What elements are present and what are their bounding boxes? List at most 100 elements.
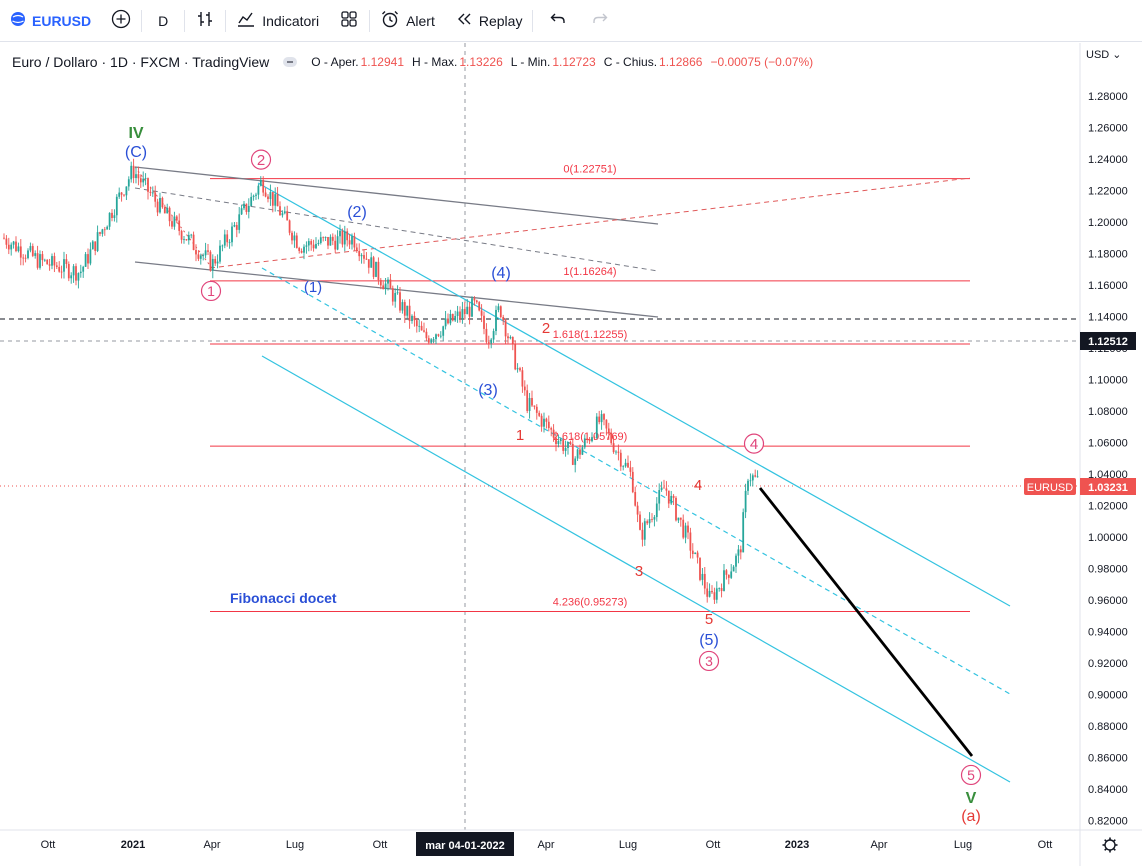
candle-body <box>339 230 341 237</box>
candle-body <box>502 317 505 321</box>
candle-body <box>283 211 286 214</box>
candle-body <box>382 285 385 290</box>
candle-body <box>670 495 673 504</box>
time-tick-label: 2023 <box>785 839 809 851</box>
wave-label: (2) <box>347 204 367 221</box>
candle-body <box>653 517 656 520</box>
candle-body <box>31 246 34 256</box>
candle-body <box>173 216 176 227</box>
price-tick-label: 1.26000 <box>1088 123 1128 135</box>
candle-body <box>533 405 536 407</box>
low-value: 1.12723 <box>552 55 596 69</box>
symbol-search-button[interactable]: EURUSD <box>0 0 101 42</box>
candle-body <box>519 368 521 371</box>
candle-body <box>682 519 685 538</box>
candle-body <box>514 343 517 370</box>
candle-body <box>149 191 152 193</box>
wave-label: 5 <box>705 611 713 628</box>
candle-body <box>406 305 409 316</box>
wave-label: (5) <box>699 632 719 649</box>
candle-body <box>211 258 214 271</box>
currency-selector[interactable]: USD ⌄ <box>1086 48 1122 61</box>
candle-body <box>238 214 241 230</box>
price-tick-label: 0.96000 <box>1088 595 1128 607</box>
candle-body <box>190 234 193 236</box>
candle-body <box>660 487 663 491</box>
candle-body <box>471 298 473 317</box>
candle-body <box>444 318 447 327</box>
candle-body <box>749 480 752 482</box>
candle-body <box>363 255 365 259</box>
candle-body <box>516 368 519 370</box>
candle-body <box>552 429 555 438</box>
candle-body <box>600 414 603 423</box>
candle-body <box>303 246 305 253</box>
candle-body <box>219 245 221 262</box>
candle-body <box>341 230 344 245</box>
rewind-icon <box>455 10 473 31</box>
candle-body <box>286 211 289 221</box>
price-tick-label: 1.24000 <box>1088 154 1128 166</box>
indicators-button[interactable]: Indicatori <box>226 0 329 42</box>
layout-button[interactable] <box>329 0 369 42</box>
candle-body <box>451 314 454 321</box>
last-price-box <box>1080 478 1136 495</box>
undo-button[interactable] <box>533 0 583 42</box>
candle-body <box>699 557 701 580</box>
compare-button[interactable] <box>101 0 141 42</box>
candle-body <box>298 247 301 251</box>
collapse-legend-icon[interactable] <box>283 57 298 67</box>
candle-body <box>154 192 157 202</box>
candle-body <box>540 415 543 427</box>
interval-button[interactable]: D <box>142 0 184 42</box>
redo-button[interactable] <box>583 0 617 42</box>
settings-gear-icon[interactable] <box>1102 837 1118 853</box>
candle-body <box>607 428 610 433</box>
candle-body <box>5 238 8 245</box>
candle-body <box>12 241 15 245</box>
candle-body <box>159 197 161 213</box>
high-value: 1.13226 <box>459 55 503 69</box>
chart-type-button[interactable] <box>185 0 225 42</box>
lower-trendline <box>134 261 659 318</box>
candle-body <box>504 320 507 337</box>
candle-body <box>343 231 346 245</box>
candle-body <box>466 306 469 315</box>
candle-body <box>591 437 593 442</box>
alarm-clock-icon <box>380 9 400 32</box>
candle-body <box>293 235 296 241</box>
alert-button[interactable]: Alert <box>370 0 445 42</box>
time-tick-label: Apr <box>870 839 887 851</box>
candle-body <box>221 245 224 247</box>
candle-body <box>243 203 245 209</box>
close-label: C - Chius. <box>603 55 658 69</box>
crosshair-date-label: mar 04-01-2022 <box>425 840 505 852</box>
candle-body <box>252 195 255 197</box>
candle-body <box>99 232 101 234</box>
candle-body <box>557 441 560 445</box>
price-tick-label: 1.22000 <box>1088 186 1128 198</box>
candle-body <box>454 315 457 321</box>
candle-body <box>216 261 219 264</box>
candle-body <box>579 449 581 455</box>
candle-body <box>118 192 121 197</box>
chart-legend: Euro / Dollaro · 1D · FXCM · TradingView… <box>12 52 821 72</box>
replay-button[interactable]: Replay <box>445 0 533 42</box>
candle-body <box>408 305 411 322</box>
candle-body <box>358 251 361 257</box>
last-price-label: 1.03231 <box>1088 482 1128 494</box>
candle-body <box>571 443 574 465</box>
wave-label: 2 <box>257 152 265 169</box>
candle-body <box>39 254 41 268</box>
candle-body <box>106 226 109 230</box>
candle-body <box>231 226 233 243</box>
candle-body <box>538 412 541 416</box>
candle-body <box>399 292 401 311</box>
candle-body <box>120 192 123 195</box>
candle-body <box>610 432 613 444</box>
candle-body <box>401 302 404 311</box>
candle-body <box>7 244 10 250</box>
candle-body <box>70 275 73 279</box>
candle-body <box>718 588 721 589</box>
